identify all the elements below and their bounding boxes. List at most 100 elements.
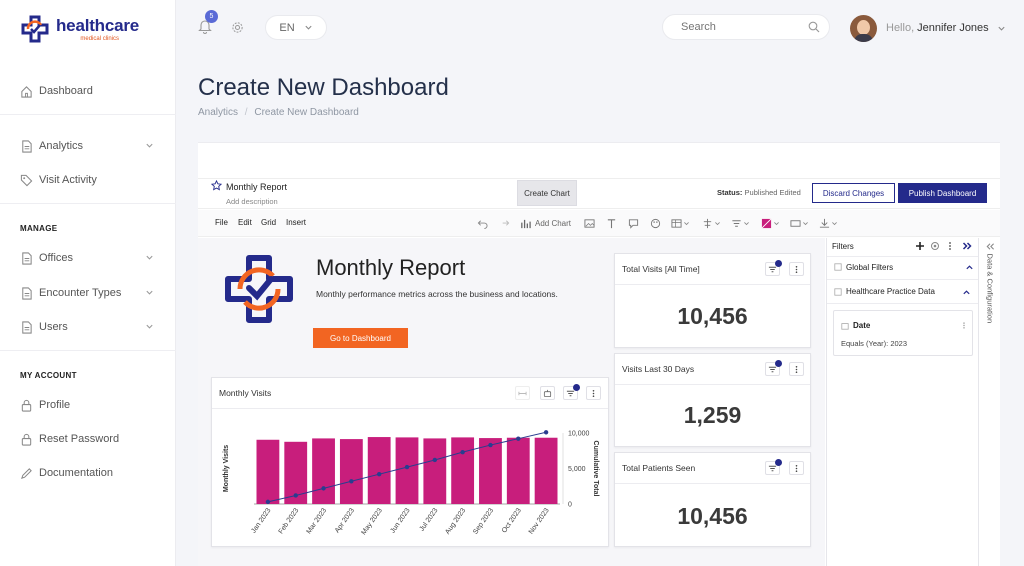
- kpi-value: 10,456: [677, 303, 748, 329]
- user-menu[interactable]: Hello, Jennifer Jones: [850, 14, 1006, 42]
- sidebar-divider: [0, 114, 176, 115]
- layout-tool[interactable]: [671, 216, 690, 230]
- kpi-more-button[interactable]: [789, 262, 804, 276]
- kpi-card-visits-last-30-days: Visits Last 30 Days 1,259: [614, 353, 811, 447]
- star-icon[interactable]: [211, 180, 222, 191]
- chart-more-button[interactable]: [586, 386, 601, 400]
- x-tick-label: Jun 2023: [389, 507, 411, 535]
- tag-icon: [20, 174, 33, 186]
- kpi-filter-button[interactable]: [765, 260, 782, 276]
- sidebar-item-visit-activity[interactable]: Visit Activity: [20, 170, 160, 190]
- chevron-down-icon: [803, 221, 808, 225]
- side-tab-label: Data & Configuration: [985, 253, 995, 324]
- undo-button[interactable]: [477, 216, 488, 230]
- text-tool[interactable]: [606, 216, 617, 230]
- sidebar-divider: [0, 350, 176, 351]
- sidebar-item-documentation[interactable]: Documentation: [20, 463, 160, 483]
- sidebar-item-offices[interactable]: Offices: [20, 248, 160, 268]
- sidebar-item-encounter-types[interactable]: Encounter Types: [20, 283, 160, 303]
- calendar-icon: [841, 323, 849, 330]
- chevron-up-icon[interactable]: [962, 288, 971, 297]
- search-input[interactable]: [662, 14, 830, 40]
- x-tick-label: Aug 2023: [444, 507, 467, 536]
- menu-file[interactable]: File: [215, 218, 228, 227]
- chevron-up-icon[interactable]: [965, 263, 974, 272]
- chevron-down-icon: [146, 290, 153, 295]
- color-tool[interactable]: [761, 216, 780, 230]
- go-to-dashboard-button[interactable]: Go to Dashboard: [313, 328, 408, 348]
- more-vertical-icon: [795, 365, 798, 373]
- filter-group-icon: [834, 263, 842, 271]
- kpi-label: Visits Last 30 Days: [615, 354, 810, 385]
- kpi-filter-button[interactable]: [765, 360, 782, 376]
- menu-grid[interactable]: Grid: [261, 218, 277, 227]
- more-vertical-icon[interactable]: [960, 321, 968, 330]
- chevron-down-icon: [744, 221, 749, 225]
- palette-tool[interactable]: [650, 216, 661, 230]
- add-filter-icon[interactable]: [915, 241, 925, 251]
- create-chart-button[interactable]: Create Chart: [517, 180, 577, 206]
- chevron-down-icon: [998, 26, 1005, 31]
- filter-tool[interactable]: [731, 216, 750, 230]
- kpi-card-total-patients-seen: Total Patients Seen 10,456: [614, 452, 811, 547]
- line-point: [543, 430, 549, 435]
- search-icon[interactable]: [808, 21, 820, 33]
- robot-icon: [543, 389, 552, 397]
- bar: [367, 437, 391, 504]
- bar: [534, 437, 558, 504]
- filter-condition: Equals (Year): 2023: [841, 339, 908, 348]
- comment-tool[interactable]: [628, 216, 639, 230]
- data-configuration-tab[interactable]: Data & Configuration: [978, 238, 1000, 566]
- sidebar-item-analytics[interactable]: Analytics: [20, 136, 160, 156]
- publish-dashboard-button[interactable]: Publish Dashboard: [898, 183, 987, 203]
- bar: [339, 439, 363, 504]
- brand-logo[interactable]: healthcare medical clinics: [20, 14, 139, 44]
- resize-button[interactable]: [515, 386, 530, 400]
- undo-icon: [477, 219, 488, 229]
- document-icon: [22, 251, 32, 265]
- x-tick-label: Nov 2023: [528, 507, 551, 536]
- settings-icon[interactable]: [930, 241, 940, 251]
- dataset-label[interactable]: Healthcare Practice Data: [846, 287, 935, 296]
- line-point: [432, 457, 438, 463]
- expand-left-icon[interactable]: [985, 242, 995, 251]
- kpi-filter-button[interactable]: [765, 459, 782, 475]
- kpi-more-button[interactable]: [789, 461, 804, 475]
- chart-filter-button[interactable]: [563, 384, 580, 400]
- download-tool[interactable]: [819, 216, 838, 230]
- notifications-button[interactable]: 5: [198, 10, 218, 34]
- add-chart-button[interactable]: Add Chart: [520, 216, 571, 230]
- global-filters-label[interactable]: Global Filters: [846, 263, 894, 272]
- add-description-link[interactable]: Add description: [226, 197, 278, 206]
- align-tool[interactable]: [702, 216, 721, 230]
- date-filter-card[interactable]: Date Equals (Year): 2023: [833, 310, 973, 356]
- chevron-down-icon: [305, 25, 312, 30]
- status-label: Status:: [717, 188, 743, 197]
- sidebar-item-reset-password[interactable]: Reset Password: [20, 429, 160, 449]
- image-tool[interactable]: [584, 216, 595, 230]
- chevron-down-icon: [774, 221, 779, 225]
- status-text: Status: Published Edited: [717, 188, 801, 197]
- y2-tick-label: 10,000: [568, 431, 590, 438]
- sidebar-item-users[interactable]: Users: [20, 317, 160, 337]
- x-tick-label: Oct 2023: [501, 507, 523, 534]
- report-title[interactable]: Monthly Report: [226, 182, 288, 192]
- line-point: [265, 499, 271, 505]
- more-vertical-icon[interactable]: [945, 241, 955, 251]
- border-tool[interactable]: [790, 216, 809, 230]
- brand-name: healthcare: [56, 15, 140, 35]
- document-icon: [22, 320, 32, 334]
- menu-insert[interactable]: Insert: [286, 218, 307, 227]
- sidebar-item-dashboard[interactable]: Dashboard: [20, 81, 160, 101]
- breadcrumb-link-analytics[interactable]: Analytics: [198, 107, 239, 118]
- discard-changes-button[interactable]: Discard Changes: [812, 183, 895, 203]
- avatar: [850, 14, 877, 42]
- collapse-right-icon[interactable]: [962, 241, 973, 251]
- sidebar-item-profile[interactable]: Profile: [20, 395, 160, 415]
- settings-button[interactable]: [231, 21, 244, 34]
- language-select[interactable]: EN: [265, 15, 327, 40]
- bot-button[interactable]: [540, 386, 555, 400]
- menu-edit[interactable]: Edit: [238, 218, 252, 227]
- kpi-more-button[interactable]: [789, 362, 804, 376]
- redo-button[interactable]: [499, 216, 510, 230]
